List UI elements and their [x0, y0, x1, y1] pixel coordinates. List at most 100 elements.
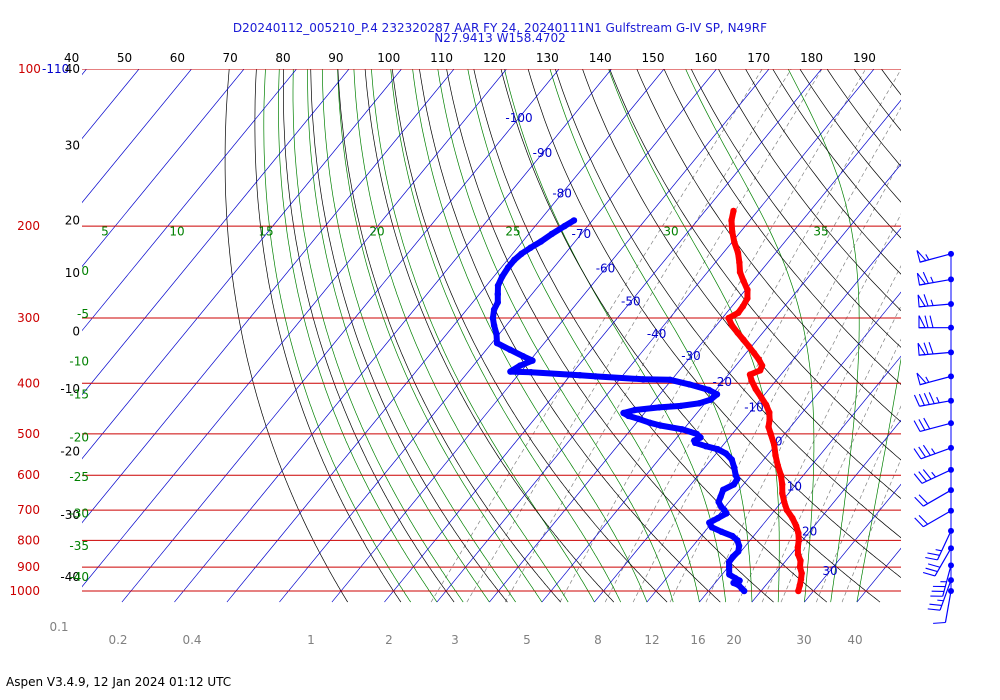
temperature-point	[767, 430, 774, 438]
moist-adiabat-label: 35	[813, 225, 828, 239]
wind-barb-full	[918, 471, 927, 482]
wind-barb-half	[930, 299, 934, 306]
moist-adiabat-label: 20	[369, 225, 384, 239]
dewpoint-point	[735, 582, 743, 589]
top-axis-label: 130	[536, 51, 559, 65]
footer-version-text: Aspen V3.4.9, 12 Jan 2024 01:12 UTC	[6, 675, 232, 689]
top-axis-label: 150	[642, 51, 665, 65]
temperature-point	[779, 490, 786, 497]
temperature-point	[766, 409, 773, 416]
wind-barb-full	[918, 494, 929, 505]
left-axis-label: 0	[72, 324, 80, 338]
temperature-point	[777, 472, 785, 479]
wind-barb-full	[929, 315, 934, 328]
temperature-point	[739, 303, 747, 310]
dewpoint-point	[735, 548, 742, 555]
dry-adiabat-line	[446, 69, 774, 603]
dewpoint-trace	[489, 217, 748, 595]
pressure-tick-label: 300	[17, 311, 40, 325]
dewpoint-point	[702, 443, 710, 450]
dewpoint-point	[518, 250, 525, 257]
wind-barb-full	[923, 393, 930, 405]
wind-barb	[913, 444, 954, 460]
dewpoint-point	[570, 217, 578, 224]
dewpoint-point	[494, 282, 502, 289]
pressure-tick-label: 900	[17, 560, 40, 574]
temperature-point	[729, 228, 736, 235]
dewpoint-point	[506, 346, 514, 353]
isotherm-label: -70	[571, 227, 591, 241]
mixing-ratio-label: 0.2	[108, 633, 127, 647]
top-axis-label: 60	[170, 51, 185, 65]
wind-barb	[916, 271, 954, 286]
dry-adiabat-line	[663, 69, 901, 385]
wind-barb-full	[924, 315, 929, 328]
moist-adiabat-label: -15	[69, 387, 89, 401]
pressure-tick-label: 800	[17, 533, 40, 547]
dewpoint-point	[493, 339, 501, 347]
top-axis-label: 180	[800, 51, 823, 65]
dewpoint-point	[718, 503, 725, 511]
dewpoint-point	[494, 299, 501, 306]
temperature-point	[731, 239, 738, 246]
moist-adiabat-line	[685, 69, 815, 603]
mixing-ratio-label: 3	[451, 633, 459, 647]
wind-barb	[917, 294, 954, 308]
isotherm-line	[82, 69, 192, 204]
dewpoint-point	[730, 481, 738, 488]
mixing-ratio-label: 20	[726, 633, 741, 647]
moist-adiabat-line	[467, 69, 700, 603]
dry-adiabat-line	[582, 69, 901, 500]
dry-adiabat-line	[310, 69, 508, 603]
wind-barb	[933, 587, 954, 624]
wind-barb-staff	[939, 579, 952, 611]
wind-barb-full	[922, 271, 929, 284]
temperature-point	[752, 385, 759, 393]
isotherm-label: 10	[787, 479, 802, 493]
isotherm-line	[226, 69, 665, 603]
isotherm-label: -10	[744, 400, 764, 414]
wind-barb-full	[923, 417, 931, 430]
wind-barb-full	[925, 556, 938, 561]
wind-barb-half	[937, 599, 944, 602]
wind-barb-half	[931, 448, 936, 455]
mixing-ratio-line	[705, 213, 901, 603]
temperature-point	[736, 268, 744, 276]
moist-adiabat-label: 0	[81, 264, 89, 278]
temperature-point	[734, 249, 742, 256]
wind-barb-staff	[919, 400, 952, 407]
wind-barb	[917, 342, 954, 356]
wind-barb-full	[928, 392, 935, 404]
isotherm-label: -50	[621, 295, 641, 309]
wind-barbs	[913, 250, 954, 624]
dewpoint-point	[720, 486, 727, 493]
wind-barb-flag	[916, 250, 927, 263]
moist-adiabat-label: -25	[69, 470, 89, 484]
mixing-ratio-line	[466, 69, 792, 603]
dewpoint-point	[490, 322, 498, 329]
dry-adiabat-line	[500, 69, 881, 603]
dewpoint-point	[722, 450, 729, 457]
mixing-ratio-label: 30	[796, 633, 811, 647]
wind-barb-staff	[922, 489, 952, 507]
isotherm-line	[82, 69, 402, 460]
isotherm-line	[594, 227, 901, 603]
pressure-top-suffix-label: -110	[42, 62, 69, 76]
dewpoint-point	[493, 330, 500, 338]
isotherm-label: -90	[533, 146, 553, 160]
dewpoint-point	[507, 368, 514, 375]
temperature-point	[781, 498, 788, 506]
temperature-trace	[725, 207, 805, 595]
moist-adiabat-label: -35	[69, 539, 89, 553]
mixing-ratio-label: 12	[644, 633, 659, 647]
moist-adiabat-line	[608, 69, 780, 603]
left-axis-label: 20	[65, 213, 80, 227]
mixing-ratio-line	[761, 305, 901, 603]
dewpoint-point	[677, 402, 684, 410]
dewpoint-point	[732, 472, 739, 479]
dry-adiabat-line	[283, 69, 455, 603]
mixing-ratio-line	[815, 405, 901, 603]
pressure-tick-label: 500	[17, 427, 40, 441]
